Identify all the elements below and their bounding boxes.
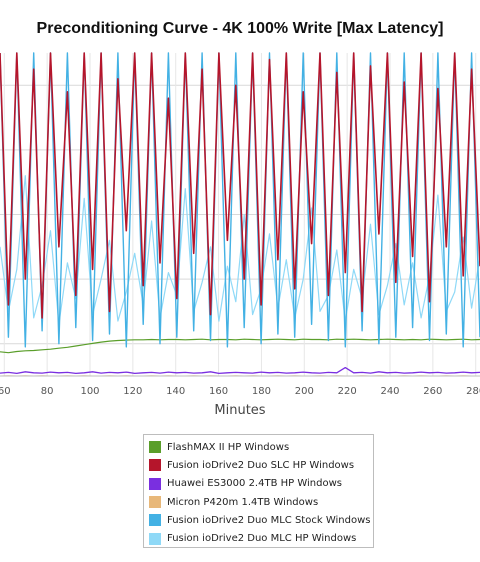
x-tick-label: 280 — [466, 386, 480, 397]
legend-label: Fusion ioDrive2 Duo MLC Stock Windows — [167, 514, 371, 526]
plot-area: 60 80 100 120 140 160 180 200 220 240 260 280 — [0, 52, 480, 397]
legend-item-2: Huawei ES3000 2.4TB HP Windows — [149, 475, 373, 493]
legend-swatch — [149, 496, 161, 509]
x-tick-label: 120 — [123, 386, 142, 397]
legend-label: Micron P420m 1.4TB Windows — [167, 496, 319, 508]
legend-swatch — [149, 514, 161, 527]
legend-label: Huawei ES3000 2.4TB HP Windows — [167, 478, 342, 490]
legend-label: FlashMAX II HP Windows — [167, 441, 290, 453]
legend-item-1: Fusion ioDrive2 Duo SLC HP Windows — [149, 456, 373, 474]
x-tick-label: 260 — [423, 386, 442, 397]
series-line-5 — [0, 175, 480, 325]
legend-item-4: Fusion ioDrive2 Duo MLC Stock Windows — [149, 511, 373, 529]
legend-label: Fusion ioDrive2 Duo SLC HP Windows — [167, 459, 355, 471]
legend-swatch — [149, 459, 161, 472]
legend-item-0: FlashMAX II HP Windows — [149, 438, 373, 456]
series-line-1 — [0, 52, 480, 319]
x-tick-label: 240 — [380, 386, 399, 397]
x-tick-label: 220 — [338, 386, 357, 397]
x-tick-label: 60 — [0, 386, 11, 397]
legend-label: Fusion ioDrive2 Duo MLC HP Windows — [167, 533, 357, 545]
x-tick-label: 160 — [209, 386, 228, 397]
legend-swatch — [149, 532, 161, 545]
x-tick-label: 80 — [41, 386, 54, 397]
legend: FlashMAX II HP Windows Fusion ioDrive2 Du… — [143, 434, 374, 548]
legend-item-3: Micron P420m 1.4TB Windows — [149, 493, 373, 511]
x-tick-label: 200 — [295, 386, 314, 397]
x-axis-label: Minutes — [214, 403, 266, 418]
x-tick-label: 180 — [252, 386, 271, 397]
x-tick-label: 140 — [166, 386, 185, 397]
series-line-0 — [0, 338, 480, 354]
legend-swatch — [149, 477, 161, 490]
chart-title: Preconditioning Curve - 4K 100% Write [M… — [36, 20, 444, 37]
legend-item-5: Fusion ioDrive2 Duo MLC HP Windows — [149, 529, 373, 547]
legend-swatch — [149, 441, 161, 454]
series-line-2 — [0, 366, 480, 375]
x-tick-label: 100 — [80, 386, 99, 397]
x-axis: 60 80 100 120 140 160 180 200 220 240 260 280 — [0, 375, 480, 397]
